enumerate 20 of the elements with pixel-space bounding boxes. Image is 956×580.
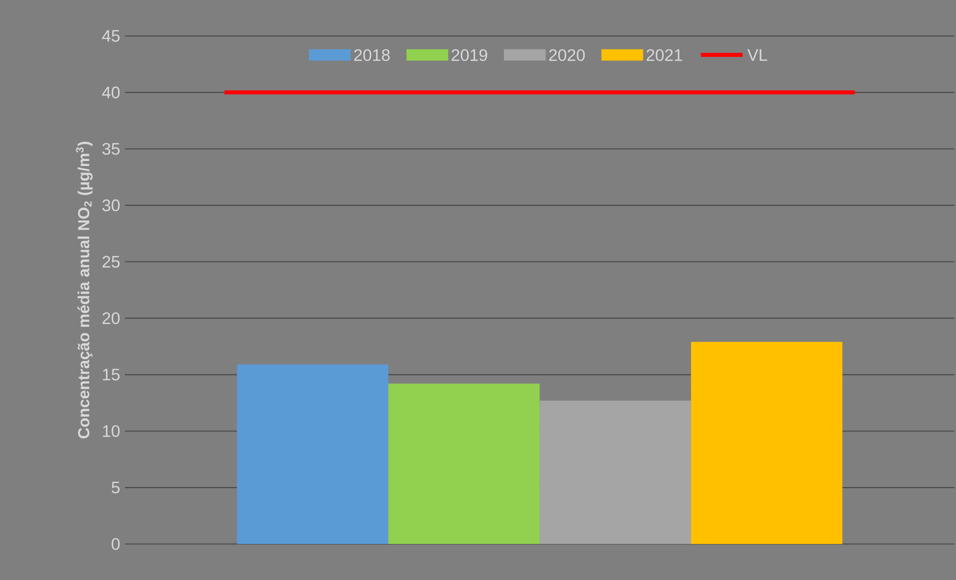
bar bbox=[540, 400, 692, 544]
y-tick-label: 25 bbox=[102, 256, 120, 268]
y-tick-label: 10 bbox=[103, 425, 120, 437]
bar bbox=[236, 364, 388, 544]
y-tick-label: 45 bbox=[102, 30, 120, 42]
y-axis-title: Concentração média anual NO$_{2}$ (µg/m$^{3}$) bbox=[76, 142, 93, 438]
bar bbox=[388, 384, 540, 544]
legend-label: 2021 bbox=[646, 49, 682, 62]
legend-label: 2019 bbox=[452, 49, 488, 62]
legend-label: 2018 bbox=[354, 49, 390, 62]
y-tick-label: 35 bbox=[102, 142, 120, 155]
y-tick-label: 20 bbox=[102, 312, 120, 324]
y-tick-label: 5 bbox=[112, 482, 120, 494]
y-tick-label: 30 bbox=[102, 199, 120, 212]
legend-label: 2020 bbox=[549, 49, 585, 62]
y-tick-label: 15 bbox=[103, 368, 120, 380]
y-tick-label: 40 bbox=[102, 86, 120, 98]
legend-label: VL bbox=[747, 49, 768, 61]
bar bbox=[691, 342, 842, 544]
y-tick-label: 0 bbox=[112, 538, 120, 550]
